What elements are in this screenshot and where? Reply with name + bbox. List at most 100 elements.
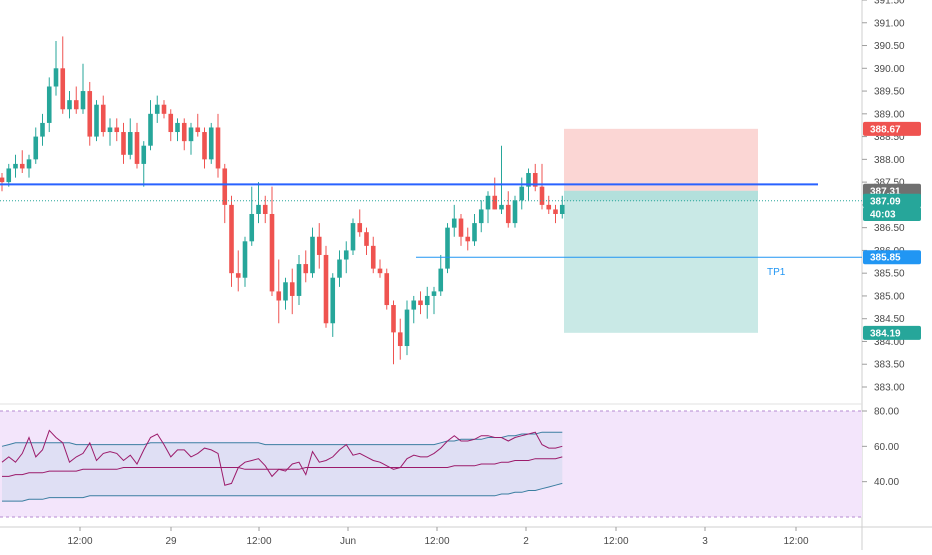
candle-body[interactable]: [181, 122, 187, 142]
tp1-label[interactable]: TP1: [767, 267, 786, 278]
candle-body[interactable]: [289, 282, 295, 296]
candle-body[interactable]: [67, 100, 72, 110]
candle-body[interactable]: [411, 300, 417, 310]
candle-body[interactable]: [235, 273, 241, 278]
price-tick-label: 383.00: [874, 383, 905, 394]
candle-body[interactable]: [19, 163, 25, 169]
candle-body[interactable]: [296, 264, 302, 296]
candle-body[interactable]: [391, 305, 396, 333]
candle-body[interactable]: [40, 122, 45, 137]
candle-body[interactable]: [80, 91, 86, 110]
candle-body[interactable]: [60, 68, 66, 110]
candle-body[interactable]: [431, 291, 437, 296]
candle-body[interactable]: [451, 218, 457, 228]
candle-body[interactable]: [472, 223, 477, 242]
candle-body[interactable]: [215, 127, 221, 169]
price-tick-label: 384.50: [874, 314, 905, 325]
candle-body[interactable]: [100, 104, 106, 133]
candle-body[interactable]: [283, 282, 288, 301]
candle-body[interactable]: [168, 113, 174, 133]
candle-body[interactable]: [154, 104, 160, 114]
candle-body[interactable]: [276, 291, 282, 301]
candle-body[interactable]: [87, 91, 93, 137]
price-tick-label: 389.50: [874, 87, 905, 98]
candle-body[interactable]: [418, 300, 423, 306]
entry-zone[interactable]: [564, 190, 758, 201]
candle-body[interactable]: [377, 268, 383, 274]
price-tick-label: 389.00: [874, 109, 905, 120]
candle-body[interactable]: [546, 204, 552, 210]
stop-loss-zone[interactable]: [564, 128, 758, 191]
candle-body[interactable]: [526, 173, 531, 187]
candle-body[interactable]: [350, 223, 356, 251]
candle-body[interactable]: [121, 132, 126, 155]
rsi-pane-background: [0, 411, 862, 517]
candle-body[interactable]: [269, 213, 275, 292]
candle-body[interactable]: [141, 145, 147, 164]
candle-body[interactable]: [424, 295, 430, 306]
candle-body[interactable]: [505, 204, 511, 224]
candle-body[interactable]: [195, 127, 201, 133]
candle-body[interactable]: [73, 100, 79, 110]
time-tick-label: 12:00: [67, 536, 92, 547]
candle-body[interactable]: [33, 136, 39, 160]
candle-body[interactable]: [256, 204, 261, 214]
price-tick-label: 385.50: [874, 269, 905, 280]
candle-body[interactable]: [458, 218, 464, 237]
candle-body[interactable]: [188, 127, 194, 142]
candle-body[interactable]: [519, 186, 525, 201]
candle-body[interactable]: [310, 236, 315, 274]
candle-body[interactable]: [553, 209, 558, 214]
candle-body[interactable]: [0, 177, 5, 183]
candle-body[interactable]: [404, 309, 410, 347]
candle-body[interactable]: [161, 104, 167, 114]
candle-body[interactable]: [202, 132, 207, 160]
candle-body[interactable]: [94, 104, 99, 137]
candle-body[interactable]: [445, 227, 450, 269]
candle-body[interactable]: [148, 113, 153, 146]
candle-body[interactable]: [330, 277, 336, 324]
candle-body[interactable]: [46, 86, 52, 123]
candle-body[interactable]: [343, 250, 349, 260]
candle-body[interactable]: [316, 236, 322, 255]
candle-body[interactable]: [222, 168, 228, 205]
time-tick-label: Jun: [340, 536, 356, 547]
candle-body[interactable]: [26, 159, 32, 169]
candle-body[interactable]: [323, 254, 329, 324]
price-badge-label-target: 384.19: [870, 328, 901, 339]
candle-body[interactable]: [357, 223, 363, 233]
candle-body[interactable]: [13, 163, 18, 169]
candle-body[interactable]: [249, 213, 255, 242]
time-tick-label: 12:00: [246, 536, 271, 547]
candle-body[interactable]: [364, 232, 369, 246]
candle-body[interactable]: [370, 245, 376, 269]
candle-body[interactable]: [337, 259, 342, 278]
candle-body[interactable]: [127, 132, 133, 155]
candle-body[interactable]: [114, 127, 120, 133]
candle-body[interactable]: [478, 209, 484, 224]
candle-body[interactable]: [242, 241, 248, 278]
candle-body[interactable]: [397, 332, 403, 347]
candle-body[interactable]: [559, 204, 565, 214]
candle-body[interactable]: [384, 273, 390, 306]
candle-body[interactable]: [6, 168, 12, 183]
candle-body[interactable]: [485, 195, 491, 210]
rsi-line[interactable]: [1, 429, 563, 486]
candle-body[interactable]: [303, 264, 309, 274]
candle-body[interactable]: [512, 200, 518, 224]
candle-body[interactable]: [492, 195, 498, 210]
candle-body[interactable]: [208, 127, 214, 160]
candle-body[interactable]: [53, 68, 59, 87]
candle-body[interactable]: [465, 236, 471, 242]
candle-body[interactable]: [499, 204, 504, 210]
candle-body[interactable]: [229, 204, 234, 274]
candle-body[interactable]: [438, 268, 444, 292]
candle-body[interactable]: [107, 127, 113, 133]
candle-body[interactable]: [134, 132, 140, 164]
take-profit-zone[interactable]: [564, 200, 758, 333]
candle-body[interactable]: [532, 173, 538, 187]
candle-body[interactable]: [175, 122, 180, 133]
candle-body[interactable]: [539, 186, 545, 205]
candle-body[interactable]: [262, 204, 268, 214]
